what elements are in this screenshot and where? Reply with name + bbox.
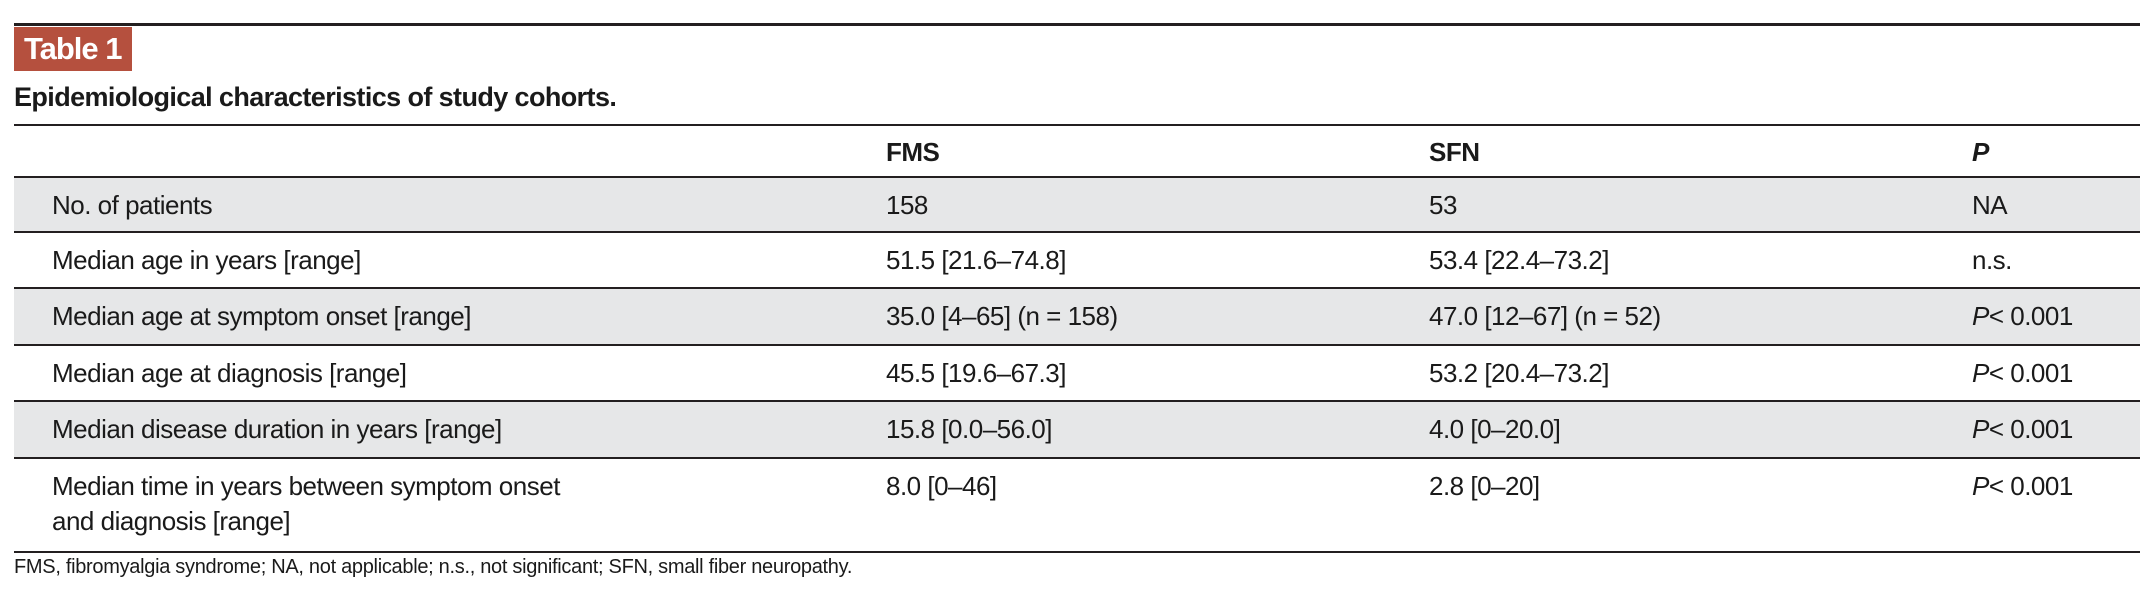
p-value: n.s. — [1972, 244, 2012, 276]
table-title: Epidemiological characteristics of study… — [14, 82, 617, 112]
p-value: P< 0.001 — [1972, 470, 2073, 502]
p-value: P< 0.001 — [1972, 357, 2073, 389]
table-row: Median age in years [range] 51.5 [21.6–7… — [14, 233, 2140, 289]
sfn-value: 53.2 [20.4–73.2] — [1429, 358, 1609, 388]
fms-value: 51.5 [21.6–74.8] — [886, 245, 1066, 275]
sfn-value: 53 — [1429, 190, 1457, 220]
p-value: NA — [1972, 189, 2008, 221]
column-header-p: P — [1972, 137, 1989, 167]
fms-value: 8.0 [0–46] — [886, 471, 997, 501]
p-text: < 0.001 — [1988, 358, 2073, 388]
table-header-row: FMS SFN P — [14, 126, 2140, 178]
row-label: Median disease duration in years [range] — [52, 414, 502, 444]
sfn-value: 47.0 [12–67] (n = 52) — [1429, 301, 1661, 331]
p-value: P< 0.001 — [1972, 300, 2073, 332]
column-header-fms: FMS — [886, 137, 940, 167]
table-row: Median age at diagnosis [range] 45.5 [19… — [14, 346, 2140, 402]
table-row: Median age at symptom onset [range] 35.0… — [14, 289, 2140, 346]
column-header-sfn: SFN — [1429, 137, 1480, 167]
sfn-value: 53.4 [22.4–73.2] — [1429, 245, 1609, 275]
p-text: < 0.001 — [1988, 301, 2073, 331]
row-label: Median age at symptom onset [range] — [52, 301, 471, 331]
row-label: Median age in years [range] — [52, 245, 361, 275]
p-text: NA — [1972, 190, 2008, 220]
row-label: Median age at diagnosis [range] — [52, 358, 407, 388]
header-top-rule — [14, 124, 2140, 126]
table-row: Median time in years between symptom ons… — [14, 459, 2140, 553]
fms-value: 15.8 [0.0–56.0] — [886, 414, 1052, 444]
p-symbol: P — [1972, 358, 1989, 388]
sfn-value: 2.8 [0–20] — [1429, 471, 1540, 501]
sfn-value: 4.0 [0–20.0] — [1429, 414, 1561, 444]
row-label-line2: and diagnosis [range] — [52, 506, 291, 536]
fms-value: 158 — [886, 190, 928, 220]
table-row: Median disease duration in years [range]… — [14, 402, 2140, 459]
row-label: No. of patients — [52, 190, 213, 220]
p-value: P< 0.001 — [1972, 413, 2073, 445]
fms-value: 45.5 [19.6–67.3] — [886, 358, 1066, 388]
fms-value: 35.0 [4–65] (n = 158) — [886, 301, 1118, 331]
p-symbol: P — [1972, 471, 1989, 501]
table-row: No. of patients 158 53 NA — [14, 178, 2140, 233]
p-text: n.s. — [1972, 245, 2012, 275]
p-symbol: P — [1972, 414, 1989, 444]
table-label-badge: Table 1 — [14, 27, 132, 71]
table-footnote: FMS, fibromyalgia syndrome; NA, not appl… — [14, 556, 853, 578]
p-symbol: P — [1972, 301, 1989, 331]
p-text: < 0.001 — [1988, 471, 2073, 501]
top-rule — [14, 23, 2140, 26]
p-text: < 0.001 — [1988, 414, 2073, 444]
row-label: Median time in years between symptom ons… — [52, 471, 560, 501]
